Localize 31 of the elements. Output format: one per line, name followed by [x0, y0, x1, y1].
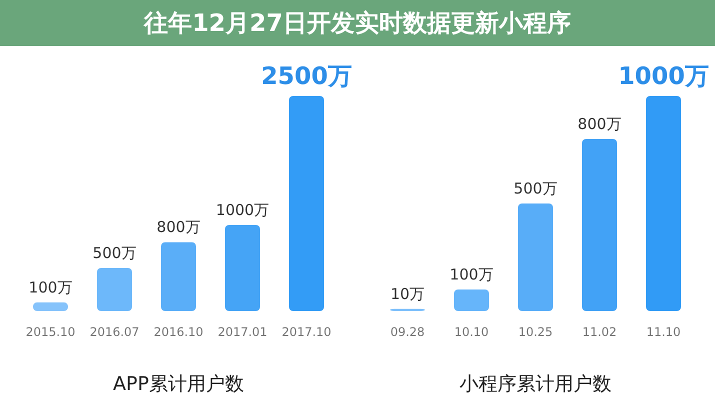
x-tick-label: 2017.10: [282, 325, 332, 339]
bar: [97, 268, 132, 311]
data-label: 1000万: [216, 201, 270, 219]
x-tick-label: 11.10: [646, 325, 681, 339]
bar: [33, 302, 68, 311]
x-axis-title: APP累计用户数: [113, 373, 244, 395]
x-axis-title: 小程序累计用户数: [460, 373, 612, 395]
bar: [161, 242, 196, 311]
data-label: 500万: [514, 180, 558, 198]
bar: [225, 225, 260, 311]
data-label: 2500万: [261, 62, 352, 90]
data-label: 500万: [92, 244, 136, 262]
x-tick-label: 2016.07: [90, 325, 140, 339]
x-tick-label: 2015.10: [26, 325, 76, 339]
bar: [518, 204, 553, 311]
x-tick-label: 10.10: [454, 325, 489, 339]
x-tick-label: 11.02: [582, 325, 617, 339]
data-label: 1000万: [618, 62, 709, 90]
data-label: 100万: [28, 278, 72, 296]
x-tick-label: 2016.10: [154, 325, 204, 339]
data-label: 100万: [450, 266, 494, 284]
data-label: 800万: [578, 115, 622, 133]
bar: [454, 290, 489, 311]
x-tick-label: 2017.01: [218, 325, 268, 339]
data-label: 800万: [156, 218, 200, 236]
bar: [646, 96, 681, 311]
bar: [289, 96, 324, 311]
bar: [582, 139, 617, 311]
data-label: 10万: [390, 284, 425, 303]
x-tick-label: 09.28: [390, 325, 425, 339]
x-tick-label: 10.25: [518, 325, 553, 339]
